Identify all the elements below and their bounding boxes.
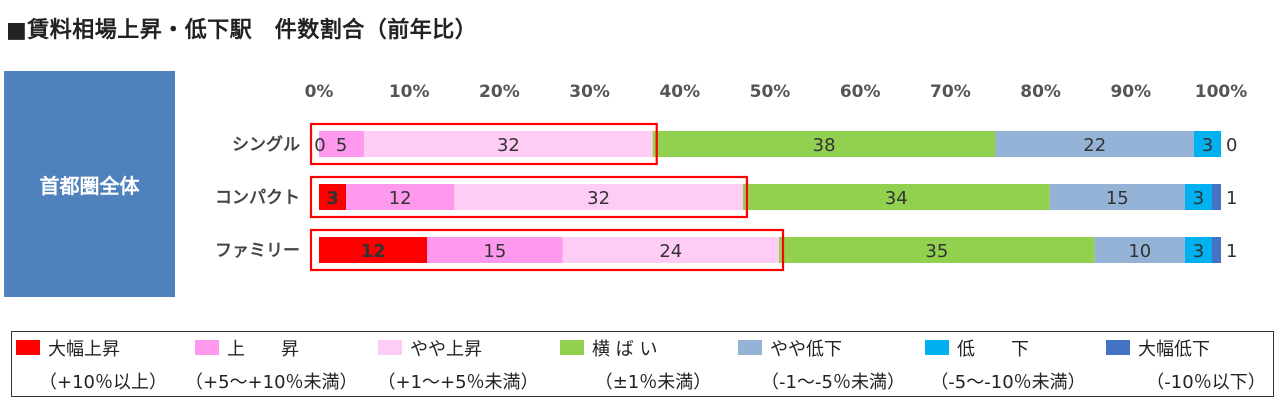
data-label: 38	[813, 135, 836, 156]
bar-segment	[652, 131, 996, 157]
data-label: 3	[1202, 135, 1213, 156]
legend-range: （-10％以下）	[1146, 372, 1266, 393]
legend-swatch	[1106, 340, 1130, 355]
legend-item: 大幅上昇 （+10％以上）	[16, 334, 191, 394]
bar-segment	[995, 131, 1194, 157]
bar-segment	[319, 184, 347, 210]
legend-swatch	[16, 340, 40, 355]
bar-segment	[1049, 184, 1185, 210]
bar-segment	[562, 237, 780, 263]
bar-segment	[1184, 237, 1212, 263]
data-label: 1	[1226, 188, 1237, 209]
x-tick-label: 10%	[389, 82, 430, 102]
data-label: 15	[1106, 188, 1129, 209]
bar-segment	[1094, 237, 1185, 263]
data-label: 12	[361, 241, 386, 262]
data-label: 15	[483, 241, 506, 262]
region-label: 首都圏全体	[39, 173, 140, 198]
x-tick-label: 100%	[1195, 82, 1248, 102]
bar-segment	[1211, 184, 1221, 210]
data-label: 10	[1128, 241, 1151, 262]
legend-range: （-5～-10％未満）	[930, 372, 1086, 393]
bar-segment	[346, 184, 455, 210]
legend-label: やや低下	[770, 339, 842, 360]
x-tick-label: 70%	[930, 82, 971, 102]
x-tick-label: 40%	[659, 82, 700, 102]
legend-swatch	[738, 340, 762, 355]
bar-segment	[427, 237, 563, 263]
category-label: シングル	[232, 134, 300, 155]
x-tick-label: 80%	[1020, 82, 1061, 102]
data-label: 5	[336, 135, 347, 156]
x-tick-label: 20%	[479, 82, 520, 102]
legend	[11, 331, 1274, 397]
data-label: 32	[497, 135, 520, 156]
x-tick-label: 0%	[305, 82, 334, 102]
data-label: 3	[1193, 188, 1204, 209]
x-tick-label: 90%	[1110, 82, 1151, 102]
legend-swatch	[560, 340, 584, 355]
legend-swatch	[378, 340, 402, 355]
category-label: ファミリー	[215, 241, 300, 261]
bar-segment	[364, 131, 653, 157]
bar-segment	[319, 237, 428, 263]
legend-range: （+10％以上）	[39, 372, 167, 393]
legend-item: 上 昇 （+5～+10％未満）	[185, 334, 370, 394]
bar-segment	[742, 184, 1050, 210]
legend-item: 大幅低下 （-10％以下）	[1106, 334, 1280, 394]
x-tick-label: 30%	[569, 82, 610, 102]
x-tick-label: 60%	[840, 82, 881, 102]
highlight-box	[309, 122, 658, 166]
chart-title: ■賃料相場上昇・低下駅 件数割合（前年比）	[6, 18, 478, 43]
legend-label: 大幅上昇	[48, 339, 120, 360]
data-label: 1	[1226, 241, 1237, 262]
legend-range: （-1～-5％未満）	[761, 372, 905, 393]
legend-range: （±1％未満）	[594, 372, 712, 393]
legend-swatch	[195, 340, 219, 355]
bar-segment	[454, 184, 743, 210]
legend-item: 低 下 （-5～-10％未満）	[925, 334, 1100, 394]
bar-segment	[1184, 184, 1212, 210]
data-label: 0	[1226, 135, 1237, 156]
data-label: 3	[326, 188, 339, 209]
region-label-box: 首都圏全体	[4, 71, 175, 297]
bar-segment	[1193, 131, 1221, 157]
legend-item: やや上昇 （+1～+5％未満）	[377, 334, 553, 394]
x-tick-label: 50%	[750, 82, 791, 102]
bar-segment	[779, 237, 1095, 263]
legend-label: 大幅低下	[1138, 339, 1210, 360]
legend-range: （+5～+10％未満）	[185, 372, 358, 393]
legend-range: （+1～+5％未満）	[377, 372, 539, 393]
data-label: 34	[885, 188, 908, 209]
legend-item: やや低下 （-1～-5％未満）	[738, 334, 913, 394]
stacked-bar-chart: 0% 10% 20% 30% 40% 50% 60% 70% 80% 90% 100% シングルコンパ…	[215, 82, 1248, 272]
highlight-box	[309, 175, 749, 219]
data-label: 0	[314, 135, 325, 156]
legend-label: 横 ば い	[592, 339, 658, 360]
data-label: 22	[1083, 135, 1106, 156]
legend-label: 上 昇	[227, 339, 299, 360]
highlight-box	[309, 228, 785, 272]
data-label: 24	[659, 241, 682, 262]
bar-segment	[1211, 237, 1221, 263]
bar-segment	[319, 131, 365, 157]
legend-label: 低 下	[957, 339, 1029, 360]
legend-item: 横 ば い （±1％未満）	[560, 334, 735, 394]
legend-label: やや上昇	[410, 339, 482, 360]
data-label: 35	[925, 241, 948, 262]
data-label: 3	[1193, 241, 1204, 262]
data-label: 12	[389, 188, 412, 209]
category-label: コンパクト	[215, 188, 300, 208]
data-label: 32	[587, 188, 610, 209]
legend-swatch	[925, 340, 949, 355]
